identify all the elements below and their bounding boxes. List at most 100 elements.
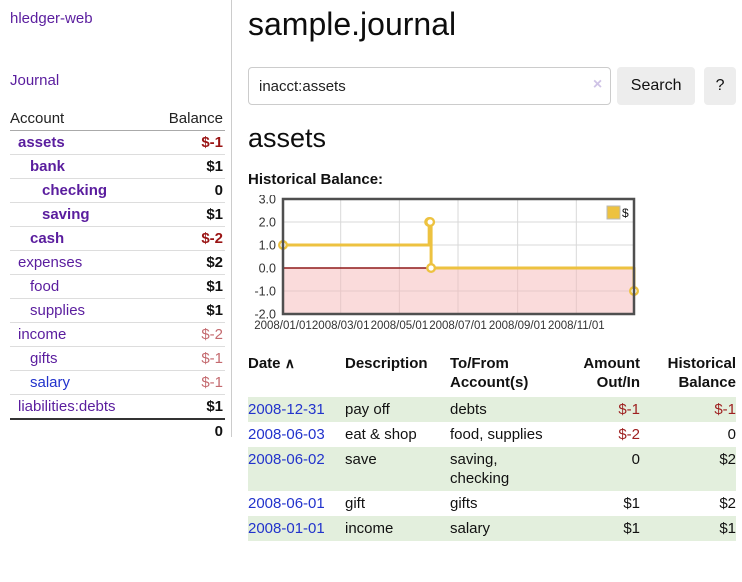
transaction-balance: $2: [719, 495, 736, 512]
register-row: 2008-06-03 eat & shop food, supplies $-2…: [248, 422, 736, 447]
y-tick-label: 2.0: [259, 216, 276, 230]
account-balance: $-1: [201, 350, 223, 367]
search-bar: × Search ?: [248, 67, 736, 105]
register-row: 2008-12-31 pay off debts $-1 $-1: [248, 397, 736, 422]
x-tick-label: 2008/09/01: [489, 320, 547, 332]
transaction-balance: $2: [719, 451, 736, 468]
transaction-amount: $1: [623, 495, 640, 512]
accounts-col-balance: Balance: [168, 110, 223, 127]
account-balance: $-1: [201, 134, 223, 151]
register-row: 2008-01-01 income salary $1 $1: [248, 516, 736, 541]
account-link-saving[interactable]: saving: [42, 206, 90, 223]
search-button[interactable]: Search: [617, 67, 696, 105]
account-link-assets[interactable]: assets: [18, 134, 65, 151]
x-tick-label: 2008/05/01: [371, 320, 429, 332]
account-link-supplies[interactable]: supplies: [30, 302, 86, 319]
account-row-bank: bank $1: [10, 155, 225, 179]
account-heading: assets: [248, 123, 327, 153]
accounts-table-header: Account Balance: [10, 107, 225, 131]
data-point-marker[interactable]: [426, 262, 437, 273]
account-link-liabilities-debts[interactable]: liabilities:debts: [18, 398, 116, 415]
account-link-food[interactable]: food: [30, 278, 60, 295]
account-balance: $2: [206, 254, 223, 271]
y-tick-label: 0.0: [259, 262, 276, 276]
y-tick-label: -2.0: [254, 308, 276, 322]
account-row-checking: checking 0: [10, 179, 225, 203]
accounts-total-row: 0: [10, 418, 225, 443]
account-row-saving: saving $1: [10, 203, 225, 227]
account-balance: $1: [206, 302, 223, 319]
account-balance: $-2: [201, 326, 223, 343]
account-row-expenses: expenses $2: [10, 251, 225, 275]
account-link-bank[interactable]: bank: [30, 158, 66, 175]
transaction-accounts: gifts: [450, 495, 478, 512]
search-input[interactable]: [248, 67, 612, 105]
register-table: Date ∧ Description To/From Account(s) Am…: [248, 352, 736, 541]
transaction-amount: 0: [631, 451, 640, 468]
transaction-description: income: [345, 520, 394, 537]
account-link-expenses[interactable]: expenses: [18, 254, 83, 271]
account-row-cash: cash $-2: [10, 227, 225, 251]
x-tick-label: 2008/03/01: [312, 320, 370, 332]
transaction-date-link[interactable]: 2008-12-31: [248, 401, 325, 418]
account-row-food: food $1: [10, 275, 225, 299]
help-button[interactable]: ?: [704, 67, 736, 105]
register-col-date[interactable]: Date ∧: [248, 352, 345, 397]
account-balance: $1: [206, 398, 223, 415]
legend-label: $: [622, 206, 629, 220]
sidebar: hledger-web Journal Account Balance asse…: [0, 0, 232, 440]
account-row-assets: assets $-1: [10, 131, 225, 155]
page-title: sample.journal: [248, 6, 457, 42]
account-row-gifts: gifts $-1: [10, 347, 225, 371]
account-balance: 0: [214, 182, 223, 199]
transaction-balance: $1: [719, 520, 736, 537]
transaction-amount: $-2: [618, 426, 640, 443]
chart-title: Historical Balance:: [248, 171, 384, 188]
y-tick-label: -1.0: [254, 285, 276, 299]
x-tick-label: 2008/07/01: [429, 320, 487, 332]
x-tick-label: 2008/11/01: [548, 320, 605, 332]
transaction-description: pay off: [345, 401, 390, 418]
register-col-balance: Historical Balance: [667, 355, 736, 391]
transaction-description: gift: [345, 495, 366, 512]
transaction-date-link[interactable]: 2008-06-01: [248, 495, 325, 512]
app-title-link[interactable]: hledger-web: [10, 10, 93, 27]
sort-ascending-icon: ∧: [284, 355, 295, 371]
transaction-amount: $1: [623, 520, 640, 537]
register-header-row: Date ∧ Description To/From Account(s) Am…: [248, 352, 736, 397]
plot-border: [281, 197, 636, 316]
x-tick-label: 2008/01/01: [254, 320, 312, 332]
search-box: ×: [248, 67, 612, 105]
account-row-liabilities-debts: liabilities:debts $1: [10, 395, 225, 418]
account-balance: $-2: [201, 230, 223, 247]
main-content: sample.journal × Search ? assets Histori…: [248, 0, 736, 541]
data-point-marker[interactable]: [425, 217, 436, 228]
transaction-accounts: saving, checking: [450, 451, 510, 487]
sidebar-item-journal[interactable]: Journal: [10, 72, 60, 89]
transaction-accounts: food, supplies: [450, 426, 543, 443]
transaction-accounts: debts: [450, 401, 487, 418]
transaction-accounts: salary: [450, 520, 491, 537]
register-row: 2008-06-02 save saving, checking 0 $2: [248, 447, 736, 491]
transaction-date-link[interactable]: 2008-01-01: [248, 520, 325, 537]
account-link-income[interactable]: income: [18, 326, 67, 343]
clear-search-icon[interactable]: ×: [592, 76, 603, 93]
transaction-date-link[interactable]: 2008-06-02: [248, 451, 325, 468]
account-row-salary: salary $-1: [10, 371, 225, 395]
account-link-checking[interactable]: checking: [42, 182, 108, 199]
account-balance: $1: [206, 158, 223, 175]
account-row-supplies: supplies $1: [10, 299, 225, 323]
account-link-gifts[interactable]: gifts: [30, 350, 58, 367]
account-balance: $-1: [201, 374, 223, 391]
accounts-table: Account Balance assets $-1 bank $1 check…: [10, 107, 225, 443]
account-balance: $1: [206, 278, 223, 295]
historical-balance-chart: $3.0 2.0 1.0 0.0 -1.0 -2.0 2008/01/01 2008/03/0…: [248, 193, 736, 337]
account-link-cash[interactable]: cash: [30, 230, 65, 247]
transaction-description: save: [345, 451, 377, 468]
account-link-salary[interactable]: salary: [30, 374, 71, 391]
transaction-date-link[interactable]: 2008-06-03: [248, 426, 325, 443]
accounts-total-balance: 0: [214, 423, 223, 440]
register-row: 2008-06-01 gift gifts $1 $2: [248, 491, 736, 516]
register-col-amount: Amount Out/In: [583, 355, 640, 391]
